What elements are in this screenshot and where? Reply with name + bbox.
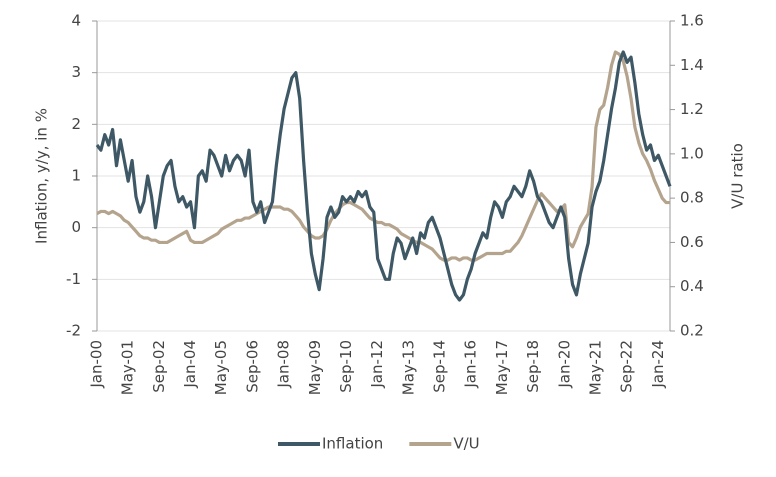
x-tick-label: Jan-08 xyxy=(275,340,293,389)
x-tick-label: May-09 xyxy=(306,340,324,395)
y2-tick-label: 0.2 xyxy=(680,322,704,340)
y-tick-label: 2 xyxy=(71,115,81,133)
y-axis-title: Inflation, y/y, in % xyxy=(33,108,51,244)
series-line xyxy=(96,50,670,262)
x-tick-label: May-21 xyxy=(586,340,604,395)
x-tick-label: Sep-10 xyxy=(337,340,355,393)
x-tick-label: Sep-14 xyxy=(431,340,449,393)
y2-tick-label: 1.6 xyxy=(680,12,704,30)
y2-tick-label: 0.6 xyxy=(680,233,704,251)
series-line xyxy=(95,50,672,302)
y2-tick-label: 1.4 xyxy=(680,56,704,74)
y2-tick-label: 0.4 xyxy=(680,277,704,295)
legend-label: V/U xyxy=(453,435,479,453)
x-tick-label: May-13 xyxy=(399,340,417,395)
x-tick-label: Jan-20 xyxy=(555,340,573,389)
x-tick-label: May-05 xyxy=(212,340,230,395)
y-tick-label: -2 xyxy=(66,322,81,340)
x-tick-label: Sep-06 xyxy=(243,340,261,393)
x-tick-label: Sep-18 xyxy=(524,340,542,393)
x-tick-label: Sep-02 xyxy=(150,340,168,393)
x-tick-label: Sep-22 xyxy=(618,340,636,393)
x-tick-label: May-01 xyxy=(119,340,137,395)
y-tick-label: -1 xyxy=(66,270,81,288)
y2-axis-title: V/U ratio xyxy=(729,143,747,209)
y2-tick-label: 1.2 xyxy=(680,100,704,118)
y-tick-label: 4 xyxy=(71,12,81,30)
x-tick-label: Jan-12 xyxy=(368,340,386,389)
x-tick-label: Jan-00 xyxy=(88,340,106,389)
legend-label: Inflation xyxy=(322,435,383,453)
x-tick-label: Jan-16 xyxy=(462,340,480,389)
x-tick-label: Jan-24 xyxy=(649,340,667,389)
x-tick-label: May-17 xyxy=(493,340,511,395)
y-tick-label: 1 xyxy=(71,167,81,185)
y-tick-label: 0 xyxy=(71,218,81,236)
x-tick-label: Jan-04 xyxy=(181,340,199,389)
y2-tick-label: 1.0 xyxy=(680,144,704,162)
y2-tick-label: 0.8 xyxy=(680,189,704,207)
y-tick-label: 3 xyxy=(71,63,81,81)
